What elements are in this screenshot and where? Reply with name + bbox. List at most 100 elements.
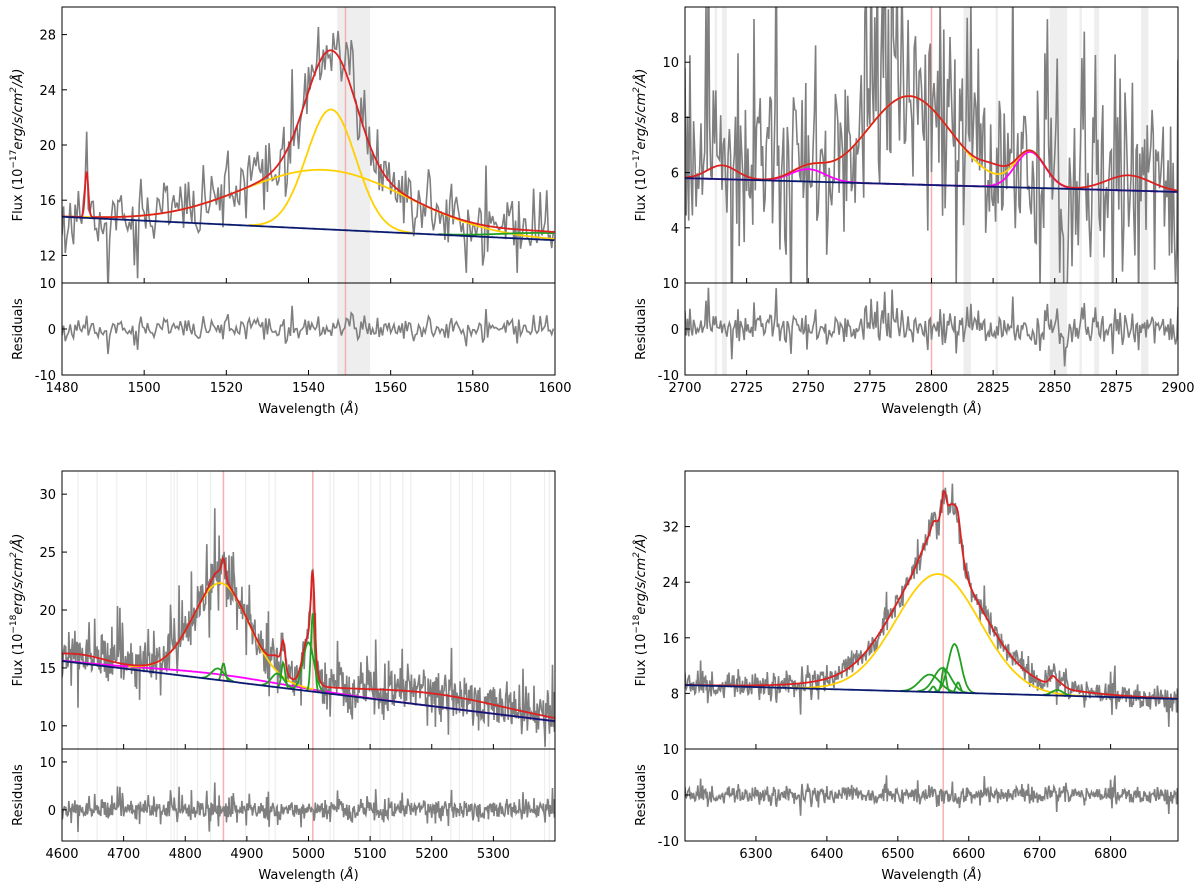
- y-tick-label: 28: [39, 29, 56, 44]
- x-axis-label: Wavelength (Å): [881, 867, 981, 883]
- residual-y-tick-label: -10: [658, 369, 679, 384]
- residual-y-tick-label: 0: [671, 789, 679, 804]
- narrow-component-curve: [937, 666, 951, 694]
- narrow-component-curve: [306, 613, 320, 692]
- y-label-exponent: 2: [632, 552, 642, 558]
- residuals-axis-label: Residuals: [11, 764, 26, 826]
- y-tick-label: 32: [662, 521, 679, 536]
- panel-2: 2700 2725 2750 2775 2800 2825 2850 2875 2900 4 6 8 1…: [632, 6, 1195, 417]
- residual-y-tick-label: -10: [658, 835, 679, 850]
- x-tick-label: 2700: [668, 381, 701, 396]
- y-label-exponent: 2: [632, 87, 642, 93]
- panel-4: 6300 6400 6500 6600 6700 6800 8 16 24 32 -10 0 10 Wav…: [632, 470, 1179, 883]
- y-label-unit: /Å): [633, 69, 649, 88]
- x-label-text: ): [977, 868, 982, 883]
- x-tick-label: 1600: [538, 381, 571, 396]
- narrow-component-curve: [952, 681, 965, 694]
- y-label-exponent: −17: [632, 150, 642, 169]
- y-tick-label: 24: [39, 84, 56, 99]
- masked-region-band: [173, 471, 175, 841]
- panel-3: 4600 4700 4800 4900 5000 5100 5200 530010152025…: [9, 470, 556, 883]
- masked-region-band: [329, 471, 331, 841]
- y-label-text: Flux (10: [634, 169, 649, 222]
- residual-y-tick-label: 10: [39, 277, 56, 292]
- x-tick-label: 1540: [292, 381, 325, 396]
- x-tick-label: 5200: [415, 847, 448, 862]
- y-tick-label: 12: [39, 249, 56, 264]
- y-tick-label: 8: [671, 687, 679, 702]
- masked-region-band: [721, 7, 727, 375]
- y-tick-label: 24: [662, 576, 679, 591]
- x-tick-label: 1480: [45, 381, 78, 396]
- residuals-line: [685, 775, 1178, 816]
- y-label-unit: erg/s/cm: [11, 93, 26, 150]
- y-axis-label: Flux (10−18erg/s/cm2/Å): [9, 534, 26, 687]
- x-label-text: ): [354, 402, 359, 417]
- total-model-curve: [62, 49, 555, 233]
- x-label-text: Wavelength (: [881, 402, 967, 417]
- masked-region-band: [1079, 7, 1082, 375]
- masked-region-band: [510, 471, 512, 841]
- continuum-curve: [62, 660, 555, 723]
- narrow-component-curve: [927, 685, 939, 693]
- residuals-axis-label: Residuals: [634, 764, 649, 826]
- narrow-component-curve: [201, 667, 235, 683]
- narrow-component-curve: [916, 667, 969, 694]
- x-tick-label: 2875: [1100, 381, 1133, 396]
- x-tick-label: 6800: [1094, 847, 1127, 862]
- y-label-exponent: 2: [9, 87, 19, 93]
- y-tick-label: 10: [662, 56, 679, 71]
- x-axis-label: Wavelength (Å): [881, 401, 981, 417]
- x-label-text: Wavelength (: [881, 868, 967, 883]
- total-model-curve: [62, 556, 555, 719]
- x-tick-label: 2775: [853, 381, 886, 396]
- narrow-component-curve: [291, 641, 327, 694]
- x-tick-label: 1520: [210, 381, 243, 396]
- total-model-curve: [685, 490, 1178, 700]
- residual-y-tick-label: -10: [35, 369, 56, 384]
- x-tick-label: 6700: [1023, 847, 1056, 862]
- masked-region-band: [209, 471, 212, 841]
- x-label-unit: Å: [344, 401, 354, 417]
- y-label-exponent: 2: [9, 552, 19, 558]
- y-tick-label: 25: [39, 546, 56, 561]
- x-tick-label: 6500: [881, 847, 914, 862]
- y-label-unit: erg/s/cm: [634, 93, 649, 150]
- y-label-text: Flux (10: [11, 169, 26, 222]
- narrow-component-curve: [438, 232, 555, 236]
- x-tick-label: 2725: [730, 381, 763, 396]
- y-label-unit: /Å): [10, 534, 26, 553]
- masked-region-band: [370, 471, 372, 841]
- narrow-component-curve: [218, 662, 229, 681]
- x-axis-label: Wavelength (Å): [258, 867, 358, 883]
- residuals-line: [685, 287, 1178, 367]
- x-tick-label: 2900: [1161, 381, 1194, 396]
- x-tick-label: 1560: [374, 381, 407, 396]
- masked-region-band: [548, 471, 551, 841]
- masked-region-band: [471, 471, 474, 841]
- x-label-unit: Å: [967, 401, 977, 417]
- x-label-text: ): [977, 402, 982, 417]
- narrow-component-curve: [1043, 689, 1072, 697]
- observed-spectrum-line: [685, 7, 1178, 283]
- broad-component-curve: [789, 573, 1087, 698]
- x-tick-label: 4600: [45, 847, 78, 862]
- y-tick-label: 16: [662, 632, 679, 647]
- observed-spectrum-line: [62, 26, 555, 283]
- y-tick-label: 6: [671, 167, 679, 182]
- x-tick-label: 4700: [107, 847, 140, 862]
- x-tick-label: 2800: [915, 381, 948, 396]
- y-tick-label: 16: [39, 194, 56, 209]
- masked-region-band: [333, 471, 335, 841]
- x-tick-label: 6600: [952, 847, 985, 862]
- y-axis-label: Flux (10−17erg/s/cm2/Å): [632, 69, 649, 222]
- masked-region-band: [714, 7, 718, 375]
- y-label-unit: erg/s/cm: [11, 558, 26, 615]
- x-tick-label: 6400: [810, 847, 843, 862]
- continuum-curve: [685, 684, 1178, 700]
- y-axis-label: Flux (10−17erg/s/cm2/Å): [9, 69, 26, 222]
- y-tick-label: 15: [39, 662, 56, 677]
- y-label-exponent: −18: [9, 614, 19, 633]
- x-tick-label: 6300: [739, 847, 772, 862]
